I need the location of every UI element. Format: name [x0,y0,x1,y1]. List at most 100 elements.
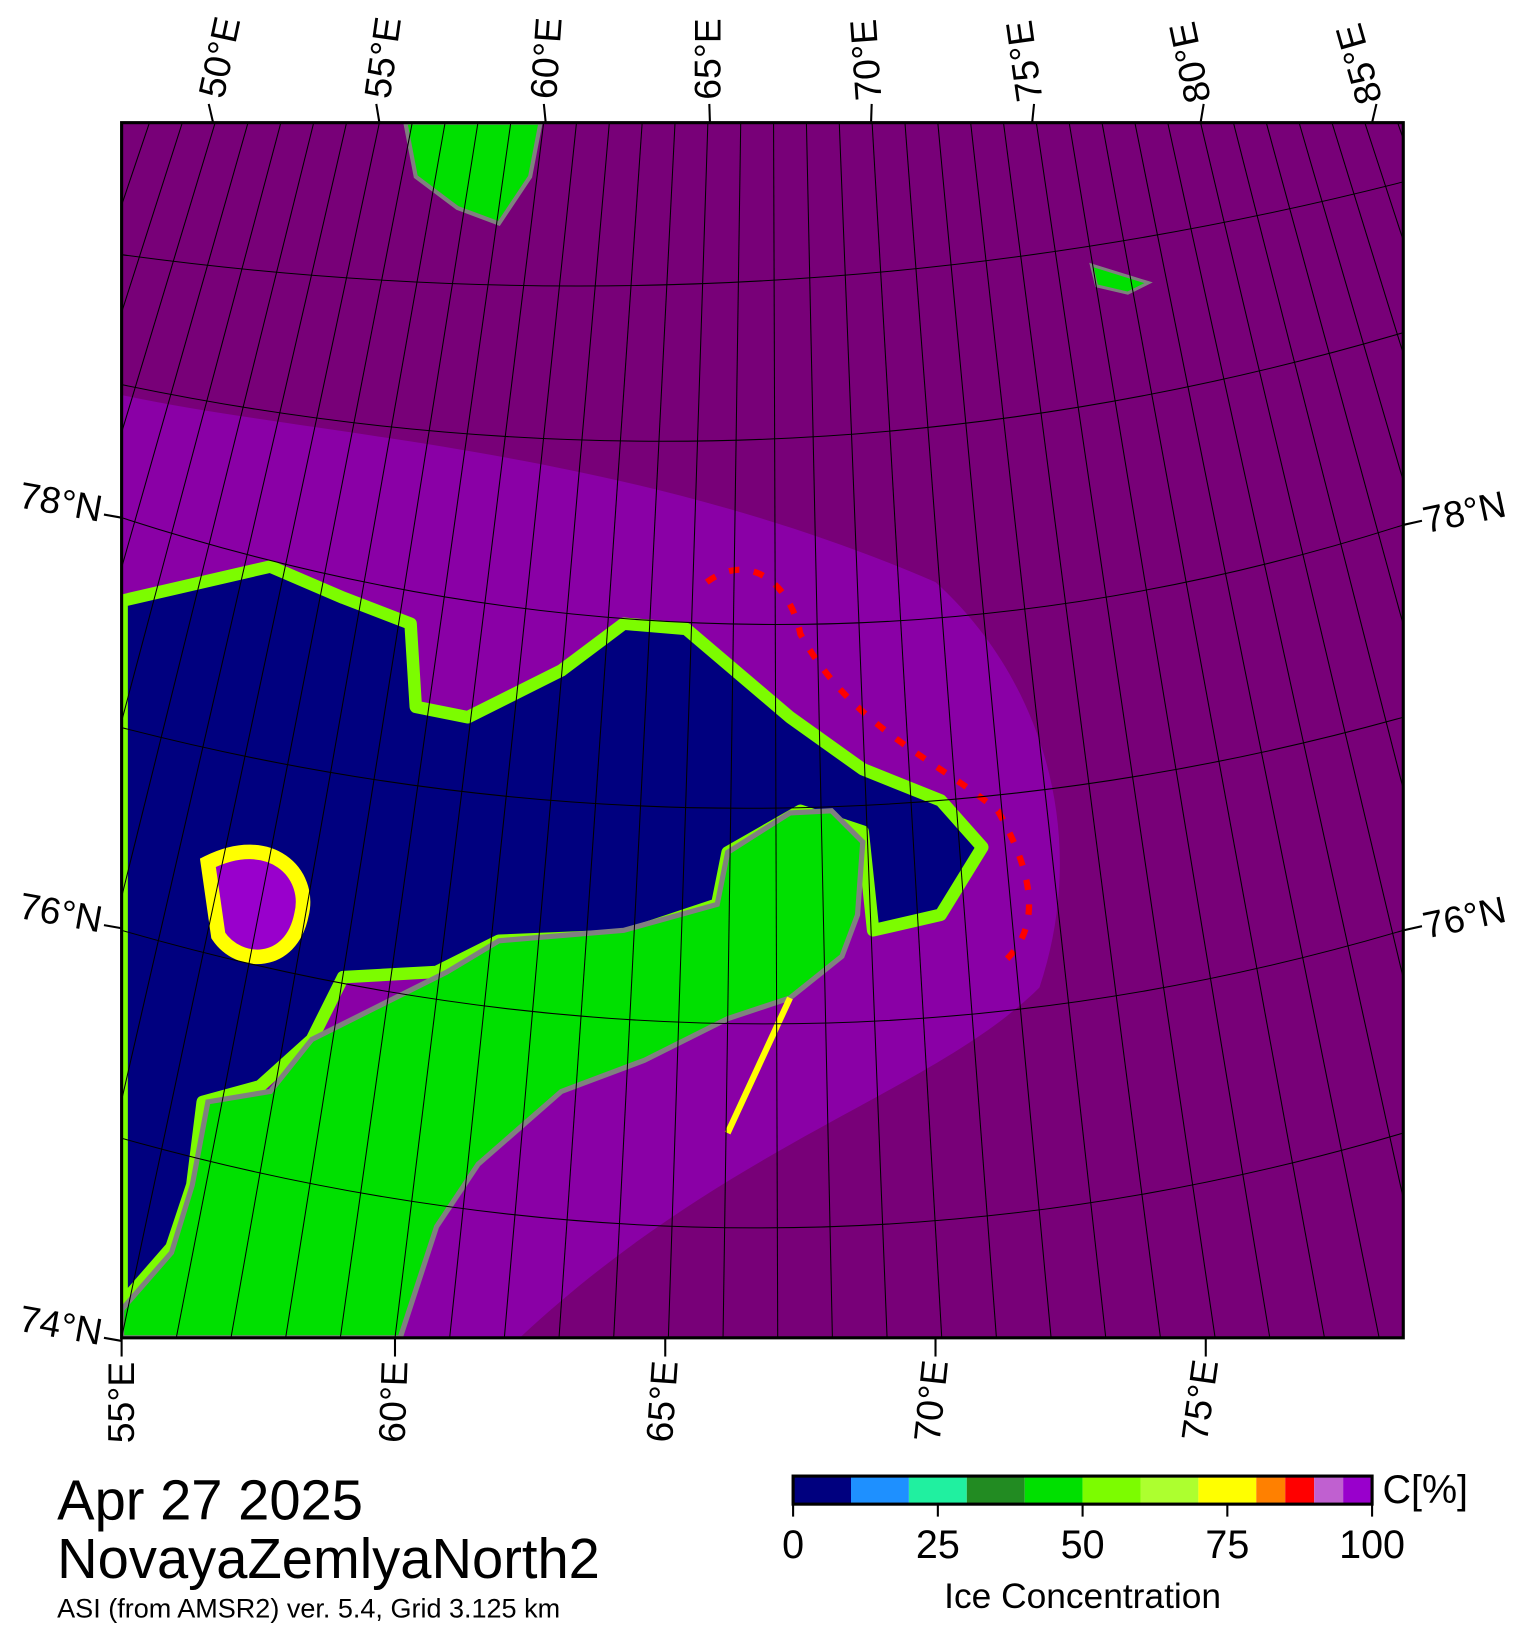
colorbar: 0 25 50 75 100 C[%] Ice Concentration [782,1468,1468,1616]
colorbar-segment [1314,1476,1344,1505]
meridian [805,122,833,1338]
parallel [121,929,1404,1025]
colorbar-segment [1343,1476,1373,1505]
tick [1403,519,1423,526]
meridian [1200,122,1404,981]
meridian [1167,122,1404,1201]
source: ASI (from AMSR2) ver. 5.4, Grid 3.125 km [57,1593,560,1623]
meridian [503,122,610,1338]
latitude-label: 76°N [1419,888,1509,946]
meridian [1232,122,1404,792]
longitude-label: 70°E [842,18,890,102]
ice-edge [704,566,1033,970]
colorbar-segment [793,1476,852,1505]
ice-lead [724,996,793,1135]
meridian [0,123,84,1338]
latitude-label: 74°N [16,1297,106,1353]
colorbar-segment [966,1476,1025,1505]
meridian [722,122,742,1338]
meridian [1068,122,1271,1338]
tick [103,924,122,930]
colorbar-segment [1256,1476,1286,1505]
graticule [0,122,1528,1338]
meridian [1463,123,1528,1338]
meridian [1035,122,1216,1338]
date: Apr 27 2025 [57,1469,363,1532]
tick [1403,925,1423,932]
meridian [1397,122,1404,141]
meridian [285,122,479,1338]
parallel [121,716,1404,809]
colorbar-tick-label: 100 [1339,1523,1405,1567]
tick [103,513,122,519]
tick [542,103,547,123]
tick [1199,103,1205,123]
longitude-label: 80°E [1161,18,1219,106]
longitude-label: 70°E [906,1358,956,1443]
colorbar-segment [1082,1476,1141,1505]
meridian [970,122,1107,1338]
tick [207,103,215,123]
meridian [121,122,380,1338]
meridian [1430,123,1528,1338]
longitude-label: 55°E [356,14,409,101]
meridian [121,122,249,570]
meridian [175,122,413,1338]
parallel [121,1132,1404,1229]
colorbar-unit: C[%] [1382,1468,1468,1512]
meridian [339,122,512,1338]
meridian [449,122,577,1338]
tick [870,103,873,123]
meridian [1101,122,1325,1338]
tick [375,103,381,123]
parallel [121,181,1404,287]
meridian [1496,123,1528,1338]
meridian [0,123,117,1338]
parallel [121,332,1404,442]
meridian [871,122,943,1338]
meridian [773,122,779,1338]
meridian [121,122,216,435]
meridian [1002,122,1161,1338]
map-area [0,122,1528,1338]
meridian [230,122,446,1338]
meridian [937,122,1052,1338]
region-name: NovayaZemlyaNorth2 [57,1527,600,1590]
meridian [1265,122,1404,627]
meridian [558,122,643,1338]
colorbar-segment [1024,1476,1083,1505]
meridian [667,122,709,1338]
latitude-label: 78°N [16,474,106,530]
parallel [121,517,1404,626]
longitude-label: 60°E [371,1361,416,1444]
meridian [904,122,997,1338]
tick [103,1336,122,1342]
meridian [838,122,888,1338]
meridian [0,123,18,1338]
longitude-label: 55°E [100,1362,142,1444]
longitude-label: 65°E [638,1359,686,1443]
meridian [394,122,545,1338]
colorbar-segment [908,1476,967,1505]
longitude-label: 75°E [998,18,1051,105]
colorbar-segment [1140,1476,1199,1505]
latitude-label: 78°N [1419,483,1509,541]
colorbar-label: Ice Concentration [944,1577,1221,1616]
latitude-label: 76°N [16,884,106,940]
colorbar-tick-label: 75 [1205,1523,1249,1567]
meridian [613,122,676,1338]
longitude-label: 65°E [686,18,728,100]
meridian [1134,122,1380,1338]
colorbar-tick-label: 50 [1061,1523,1105,1567]
ice-patch [199,844,311,965]
meridian [121,122,348,1103]
longitude-label: 50°E [190,13,248,101]
meridian [1331,122,1404,356]
colorbar-segment [1285,1476,1315,1505]
tick [1031,103,1036,123]
tick [1371,103,1378,123]
colorbar-segment [851,1476,909,1505]
meridian [121,122,315,900]
colorbar-tick-label: 0 [782,1523,804,1567]
